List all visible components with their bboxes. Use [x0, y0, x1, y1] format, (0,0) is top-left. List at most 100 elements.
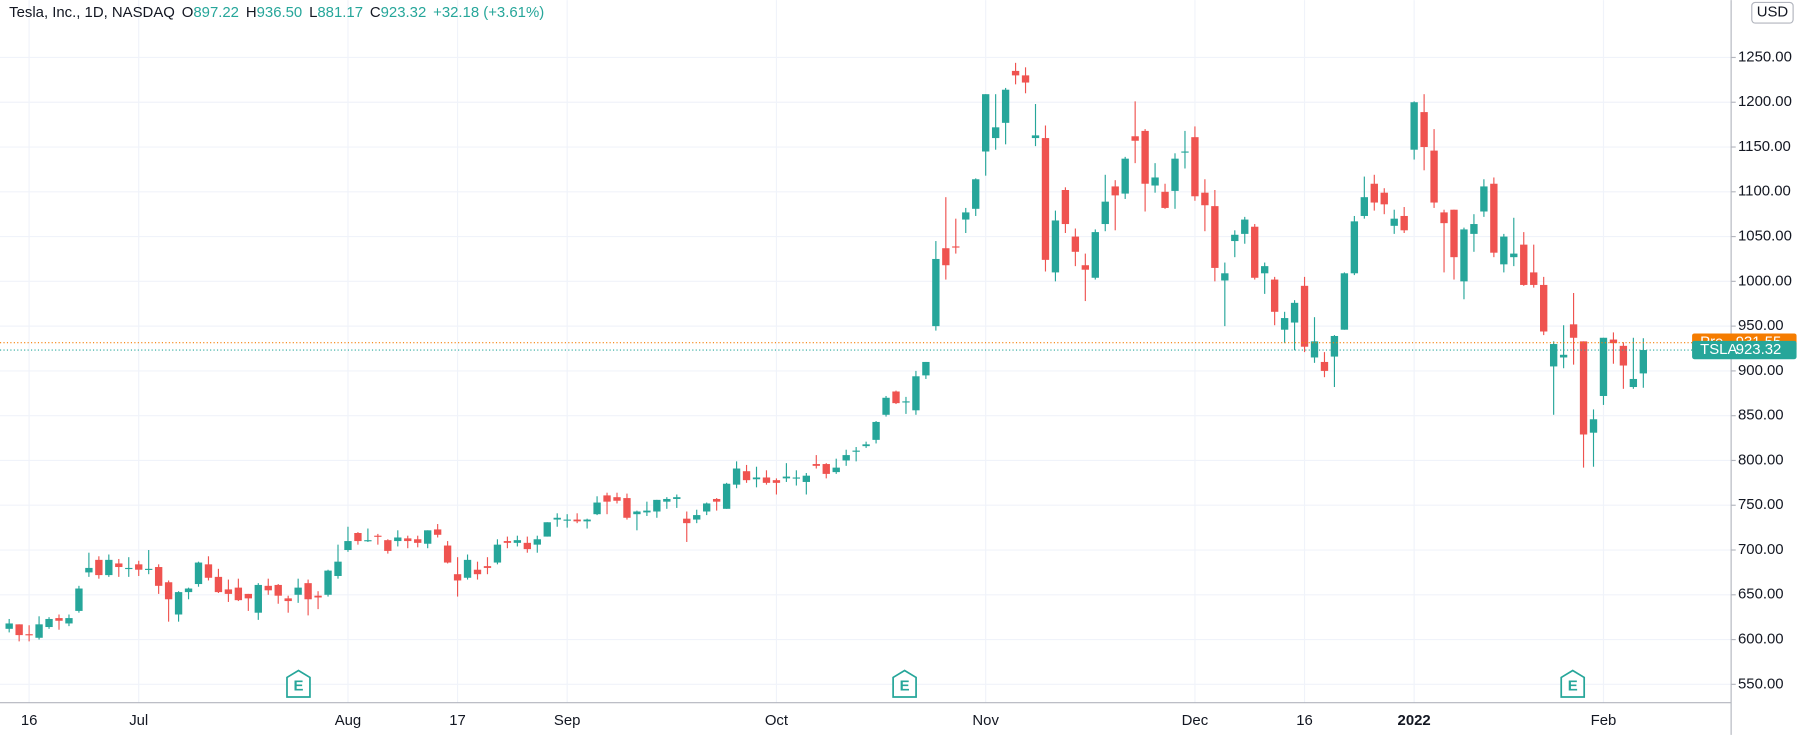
candle-body — [135, 564, 143, 570]
candle-body — [1520, 244, 1528, 285]
candle-body — [1121, 158, 1129, 194]
candle-body — [1360, 197, 1369, 216]
candle-body — [354, 532, 362, 542]
candle-body — [683, 518, 691, 524]
candle-body — [1350, 221, 1359, 274]
candle-body — [414, 539, 422, 543]
field-label: O — [182, 4, 194, 21]
candle-body — [1181, 151, 1189, 153]
candle-body — [85, 567, 93, 573]
candle-body — [1151, 177, 1159, 186]
field-label: L — [309, 4, 317, 21]
candle-body — [1420, 112, 1428, 148]
candle-body — [1011, 70, 1020, 76]
candle-body — [1559, 354, 1568, 358]
candle-body — [214, 576, 223, 593]
y-tick-label: 1000.00 — [1738, 272, 1792, 289]
candle-body — [55, 618, 63, 621]
candle-body — [872, 421, 880, 440]
candle-body — [1380, 192, 1388, 205]
candle-body — [1041, 138, 1050, 260]
candle-body — [1241, 219, 1249, 234]
last-price-tag — [1692, 340, 1797, 360]
candle-body — [782, 476, 791, 479]
candle-body — [1549, 344, 1558, 367]
earnings-marker[interactable]: E — [1560, 669, 1586, 698]
candle-body — [1211, 206, 1219, 268]
candle-body — [1510, 253, 1518, 258]
candle-body — [324, 570, 332, 595]
candle-body — [25, 634, 33, 636]
candle-body — [1569, 324, 1578, 338]
candle-body — [1480, 186, 1488, 212]
candle-body — [264, 585, 272, 591]
earnings-label: E — [293, 678, 303, 695]
candle-body — [563, 519, 571, 521]
candle-body — [573, 519, 581, 522]
candle-body — [184, 588, 193, 593]
earnings-marker[interactable]: E — [286, 669, 311, 698]
candle-body — [1579, 341, 1588, 435]
candle-body — [693, 515, 701, 520]
candle-body — [653, 499, 661, 512]
candle-body — [663, 498, 671, 502]
y-tick-label: 650.00 — [1738, 586, 1784, 603]
candle-body — [942, 248, 950, 266]
candle-body — [145, 568, 153, 570]
candle-body — [1470, 224, 1478, 234]
candle-body — [822, 464, 830, 474]
candle-body — [792, 477, 801, 479]
candle-body — [922, 361, 930, 376]
candle-body — [1280, 318, 1289, 330]
candle-body — [164, 582, 173, 600]
candle-body — [1061, 190, 1070, 225]
candle-body — [75, 588, 83, 611]
y-tick-label: 1200.00 — [1738, 93, 1792, 110]
grid — [0, 0, 1732, 703]
candle-body — [1071, 236, 1080, 252]
candle-body — [35, 624, 43, 638]
candle-body — [812, 464, 820, 466]
candle-body — [384, 540, 392, 551]
x-tick-label: Feb — [1591, 712, 1617, 729]
currency[interactable]: USD — [1757, 4, 1789, 21]
y-tick-label: 600.00 — [1738, 631, 1784, 648]
candle-body — [304, 583, 312, 600]
candle-body — [364, 540, 372, 542]
earnings-marker[interactable]: E — [892, 669, 917, 698]
candle-body — [1300, 285, 1309, 347]
candle-body — [194, 562, 203, 585]
currency-button[interactable] — [1751, 1, 1794, 24]
header: Tesla, Inc., 1D, NASDAQ O897.22 H936.50 L88… — [9, 4, 544, 21]
earnings-label: E — [900, 678, 910, 695]
candle-body — [703, 503, 711, 512]
candle-body — [722, 483, 731, 509]
field-label: H — [246, 4, 257, 21]
candle-body — [862, 444, 870, 447]
candle-body — [374, 535, 382, 537]
candle-body — [1251, 226, 1259, 278]
candle-body — [15, 624, 23, 636]
price-tags: Pre931.55TSLA923.32 — [1692, 333, 1797, 360]
candle-body — [882, 397, 890, 415]
candle-body — [1390, 218, 1398, 226]
candle-body — [294, 587, 302, 595]
field-label: C — [370, 4, 381, 21]
candle-body — [244, 593, 252, 599]
candle-body — [105, 559, 113, 576]
x-tick-label: Oct — [765, 712, 789, 729]
candle-body — [912, 376, 920, 411]
y-tick-label: 850.00 — [1738, 407, 1784, 424]
candle-body — [334, 561, 342, 576]
candle-body — [1589, 419, 1598, 433]
candle-body — [1330, 335, 1339, 357]
y-tick-label: 800.00 — [1738, 451, 1784, 468]
field-value: 881.17 — [317, 4, 363, 21]
candle-body — [1191, 137, 1199, 197]
x-tick-label: Nov — [972, 712, 999, 729]
candle-body — [982, 94, 990, 152]
x-tick-label: Sep — [554, 712, 581, 729]
candle-body — [1639, 350, 1647, 374]
candle-body — [1440, 212, 1448, 224]
